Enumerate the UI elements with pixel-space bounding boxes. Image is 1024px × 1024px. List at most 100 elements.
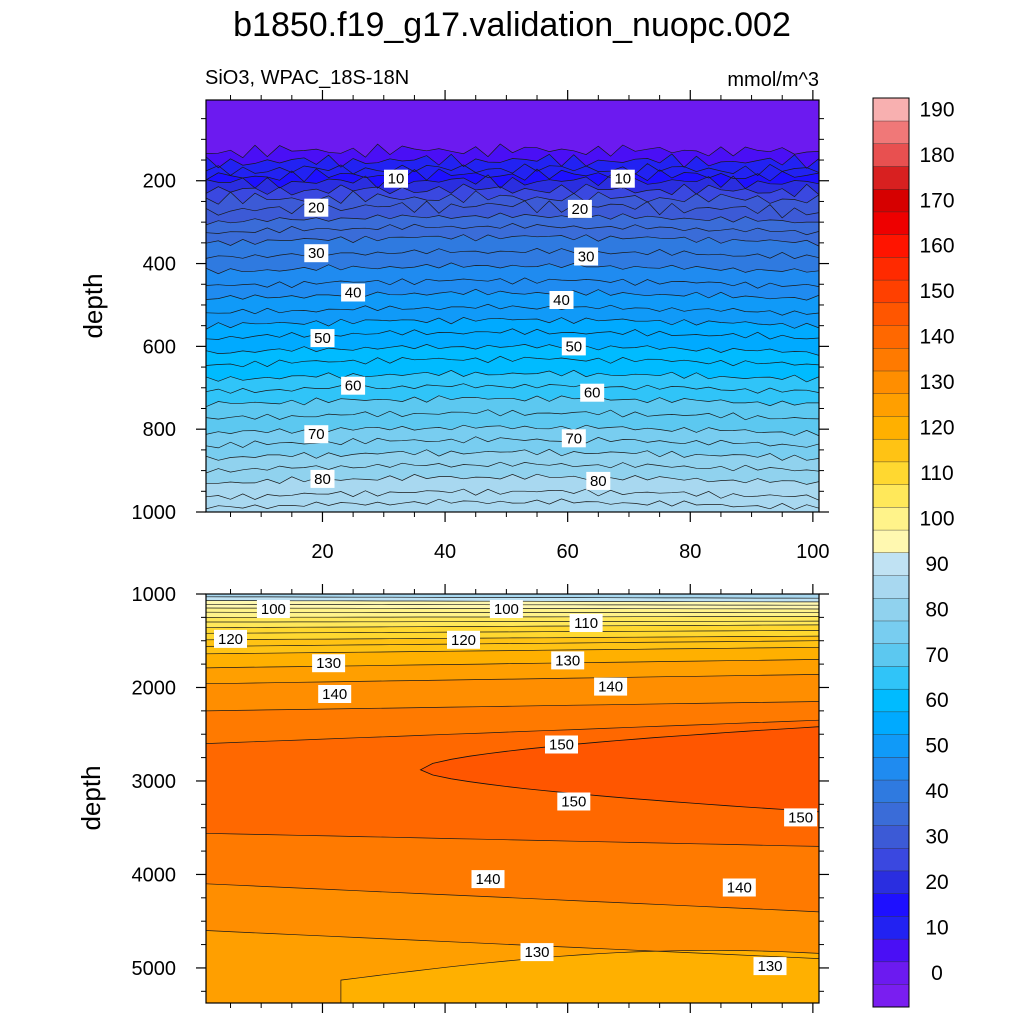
contour-label: 20	[304, 198, 329, 217]
contour-label: 150	[557, 792, 591, 811]
contour-label-box	[214, 629, 247, 648]
top-contour-line	[206, 183, 819, 198]
colorbar-label: 90	[925, 553, 948, 576]
y-tick-label: 800	[143, 419, 176, 441]
contour-label: 150	[784, 808, 818, 827]
bottom-contour-lines	[206, 596, 819, 1003]
colorbar-swatch	[872, 165, 910, 190]
contour-label: 140	[471, 870, 505, 889]
top-panel: 10 10 20 20 30 30 40 40 50 50 60 60 70 70 80 80 200 400 6…	[78, 90, 830, 563]
contour-label-text: 110	[574, 615, 598, 632]
colorbar-swatch	[872, 484, 910, 508]
colorbar-label: 0	[931, 962, 943, 985]
y-tick-label: 200	[143, 171, 176, 193]
top-contour-line	[206, 234, 819, 247]
colorbar-swatch	[872, 211, 910, 235]
contour-label-text: 30	[578, 249, 595, 266]
top-contour-line	[206, 174, 819, 190]
contour-label-box	[489, 600, 523, 618]
contour-label-text: 100	[494, 601, 519, 618]
contour-label-text: 130	[524, 944, 549, 961]
colorbar-swatch	[872, 143, 910, 167]
contour-label-text: 20	[308, 200, 325, 217]
contour-label: 110	[569, 614, 603, 632]
colorbar: 0 10 20 30 40 50 60 70 80 90 100 110 120 130 140 150 160…	[872, 97, 955, 1008]
contour-label: 130	[312, 654, 346, 673]
top-contour-line	[206, 163, 819, 177]
colorbar-label: 30	[925, 826, 948, 849]
colorbar-label: 170	[919, 189, 954, 212]
y-tick-label: 3000	[132, 771, 177, 793]
contour-label-text: 130	[555, 652, 580, 669]
contour-label-box	[580, 383, 605, 402]
y-tick-label: 600	[143, 336, 176, 358]
bottom-contour-line	[206, 719, 819, 744]
contour-label-box	[304, 198, 329, 217]
contour-label-box	[594, 677, 628, 696]
colorbar-swatch	[872, 415, 910, 440]
bottom-band	[206, 883, 819, 959]
contour-label: 100	[489, 600, 523, 618]
contour-label-box	[549, 291, 574, 309]
colorbar-swatch	[872, 279, 910, 304]
x-tick-label: 60	[557, 541, 579, 563]
top-plot-frame	[205, 99, 820, 513]
bottom-axis-ticks: 1000 2000 3000 4000 5000	[132, 584, 829, 1013]
contour-label-box	[545, 735, 578, 754]
colorbar-swatch	[872, 575, 910, 599]
colorbar-label: 80	[925, 598, 948, 621]
contour-label-text: 150	[549, 737, 574, 754]
y-tick-label: 5000	[132, 958, 177, 980]
contour-label: 140	[594, 677, 628, 696]
top-contour-line	[206, 473, 819, 485]
y-tick-label: 1000	[132, 502, 177, 524]
contour-label: 150	[545, 735, 578, 754]
contour-label-box	[256, 600, 290, 618]
colorbar-label: 160	[919, 235, 954, 258]
contour-label: 60	[341, 376, 366, 395]
contour-label-box	[753, 957, 787, 976]
contour-label: 50	[310, 329, 335, 348]
contour-label-text: 80	[314, 471, 331, 488]
top-contour-line	[206, 344, 819, 356]
bottom-contour-labels: 100 100 110 120 120 130 130 140 140 150 150 150 140 1…	[214, 600, 818, 976]
contour-label-text: 130	[757, 958, 782, 975]
colorbar-swatch	[872, 802, 910, 826]
contour-label: 40	[341, 283, 366, 302]
top-contour-line	[206, 288, 819, 301]
colorbar-swatch	[872, 506, 910, 531]
colorbar-swatch	[872, 825, 910, 849]
contour-label: 20	[567, 199, 592, 218]
contour-label-text: 50	[565, 338, 582, 355]
contour-label-text: 80	[590, 473, 607, 490]
bottom-contour-line	[206, 646, 819, 655]
top-y-axis-title: depth	[78, 273, 108, 338]
contour-label-text: 140	[598, 679, 623, 696]
bottom-contour-line	[206, 635, 819, 641]
bottom-contour-line	[206, 624, 819, 629]
colorbar-swatch	[872, 938, 910, 963]
contour-label-text: 30	[308, 245, 325, 262]
colorbar-swatch	[872, 347, 910, 372]
top-contour-line	[206, 328, 819, 340]
contour-label-box	[569, 614, 603, 632]
top-contour-fill	[206, 100, 819, 512]
contour-label: 80	[586, 471, 611, 490]
contour-label-text: 20	[572, 201, 589, 218]
contour-label-text: 140	[475, 871, 500, 888]
colorbar-swatch	[872, 461, 910, 485]
colorbar-swatch	[872, 120, 910, 144]
contour-label-box	[304, 244, 329, 263]
colorbar-label: 60	[925, 689, 948, 712]
colorbar-swatch	[872, 893, 910, 917]
bottom-y-axis-title: depth	[76, 765, 106, 830]
colorbar-swatch	[872, 256, 910, 281]
contour-label: 10	[610, 169, 635, 188]
top-contour-line	[206, 355, 819, 368]
colorbar-label: 190	[919, 98, 954, 121]
top-contour-labels: 10 10 20 20 30 30 40 40 50 50 60 60 70 70 80 80	[304, 169, 635, 490]
contour-label-box	[310, 329, 335, 348]
top-axis-ticks: 200 400 600 800 1000 20 40 60 80 100	[132, 90, 830, 563]
colorbar-label: 70	[925, 644, 948, 667]
contour-label: 140	[318, 685, 352, 703]
